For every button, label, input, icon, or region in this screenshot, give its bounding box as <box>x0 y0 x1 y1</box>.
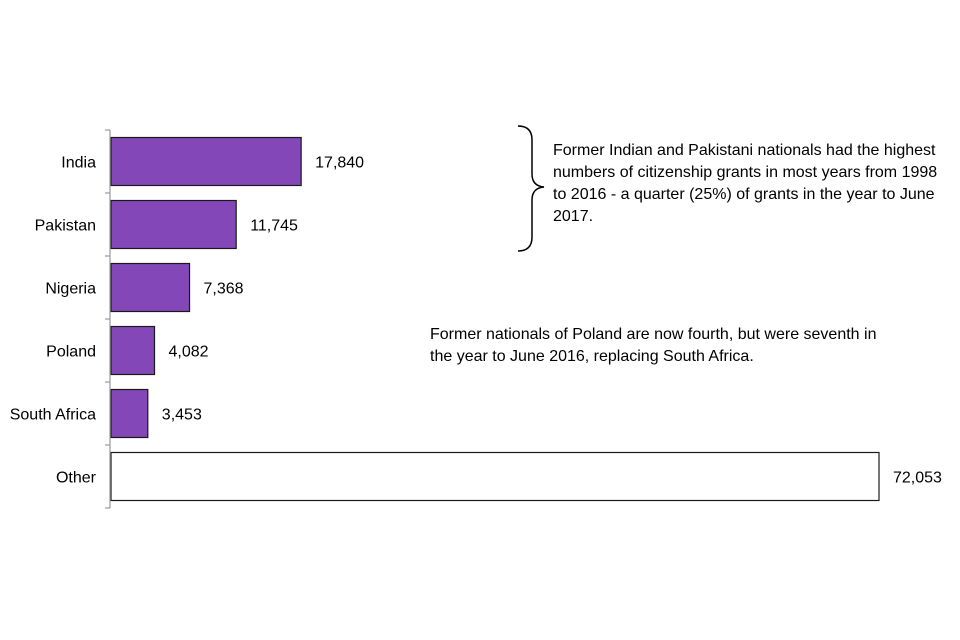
category-label-pakistan: Pakistan <box>35 218 96 235</box>
bar-other <box>110 451 880 502</box>
category-label-south-africa: South Africa <box>10 407 96 424</box>
bar-nigeria <box>110 262 191 313</box>
value-label-india: 17,840 <box>315 155 364 172</box>
category-label-poland: Poland <box>46 344 96 361</box>
annotation-poland: Former nationals of Poland are now fourt… <box>430 326 877 365</box>
value-label-poland: 4,082 <box>169 344 209 361</box>
category-label-nigeria: Nigeria <box>45 281 96 298</box>
value-label-south-africa: 3,453 <box>162 407 202 424</box>
bar-india <box>110 136 302 187</box>
bar-pakistan <box>110 199 237 250</box>
value-label-pakistan: 11,745 <box>250 218 298 235</box>
y-axis <box>105 129 111 509</box>
value-label-nigeria: 7,368 <box>204 281 244 298</box>
bar-poland <box>110 325 156 376</box>
bar-south-africa <box>110 388 149 439</box>
annotation-brace <box>517 125 545 252</box>
bars <box>110 136 880 502</box>
category-label-india: India <box>61 155 96 172</box>
annotation-india-pakistan: Former Indian and Pakistani nationals ha… <box>553 142 938 225</box>
category-label-other: Other <box>56 470 97 487</box>
labels: India 17,840 Pakistan 11,745 Nigeria 7,368 Pol… <box>10 155 942 487</box>
value-label-other: 72,053 <box>893 470 942 487</box>
